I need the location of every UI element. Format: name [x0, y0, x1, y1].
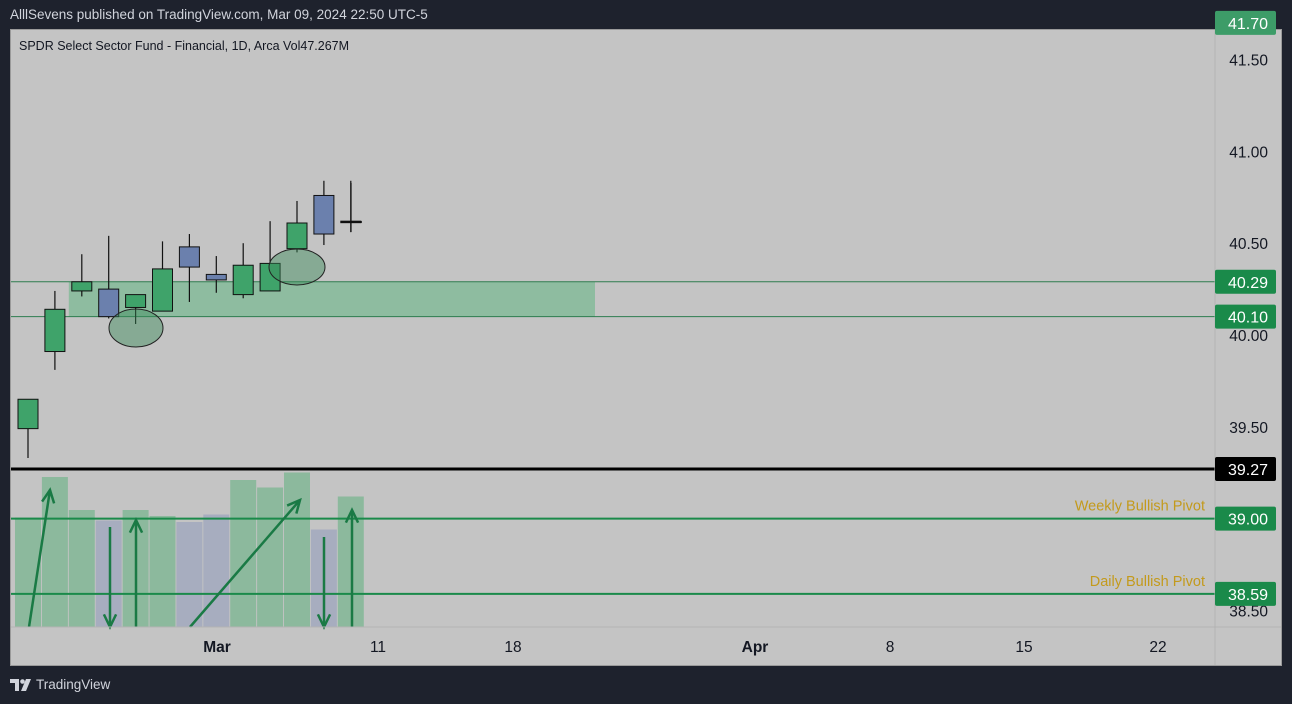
highlight-ellipse — [268, 248, 326, 286]
x-tick-label: Mar — [203, 639, 231, 656]
price-badge-label: 40.10 — [1228, 310, 1268, 327]
candle-body — [259, 262, 281, 292]
price-badge — [1215, 10, 1276, 35]
arrow-up — [27, 489, 52, 628]
x-tick-label: Apr — [742, 639, 769, 656]
x-tick-label: 18 — [504, 639, 521, 656]
price-badge-label: 40.29 — [1228, 275, 1268, 292]
candle-body — [152, 268, 173, 312]
arrow-up — [189, 499, 301, 628]
price-badge — [1215, 304, 1276, 329]
volume-bar — [257, 487, 284, 627]
arrow-up-head — [344, 507, 360, 524]
price-badge — [1215, 506, 1276, 531]
candle-body — [98, 288, 120, 318]
volume-bar — [203, 514, 230, 627]
y-tick-label: 40.00 — [1229, 328, 1268, 345]
volume-bar — [284, 472, 310, 627]
y-tick-label: 41.00 — [1229, 144, 1268, 161]
price-badge-label: 39.00 — [1228, 512, 1268, 529]
arrow-up-head — [286, 497, 302, 514]
candle-body — [232, 264, 254, 296]
publish-info: AlllSevens published on TradingView.com,… — [10, 7, 428, 22]
chart-title: SPDR Select Sector Fund - Financial, 1D,… — [19, 39, 349, 53]
volume-bar — [230, 480, 257, 627]
volume-bar — [41, 477, 68, 627]
price-badge — [1215, 581, 1276, 606]
footer: TradingView — [0, 668, 1292, 704]
price-badge-label: 38.59 — [1228, 587, 1268, 604]
y-tick-label: 39.50 — [1229, 420, 1268, 437]
tradingview-brand: TradingView — [36, 677, 111, 692]
arrow-up-head — [41, 487, 56, 504]
candle-body — [125, 294, 147, 308]
candle-body — [286, 222, 308, 250]
volume-bar — [95, 520, 122, 627]
volume-bar — [68, 510, 95, 627]
candle-body — [71, 281, 93, 292]
candle-body — [313, 194, 335, 235]
x-tick-label: 15 — [1015, 639, 1032, 656]
y-tick-label: 41.50 — [1229, 53, 1268, 70]
publish-header: AlllSevens published on TradingView.com,… — [0, 0, 1292, 30]
candle-body — [17, 398, 39, 430]
highlight-ellipse — [108, 308, 164, 348]
candle-body — [44, 308, 66, 353]
pivot-label: Weekly Bullish Pivot — [1075, 499, 1205, 515]
price-badge — [1215, 269, 1276, 294]
price-badge-label: 41.70 — [1228, 16, 1268, 33]
candle-body — [205, 273, 227, 281]
y-tick-label: 38.50 — [1229, 603, 1268, 620]
x-tick-label: 22 — [1149, 639, 1166, 656]
x-tick-label: 11 — [370, 639, 386, 656]
price-badge — [1215, 457, 1276, 482]
arrow-up-head — [128, 517, 144, 534]
candle-body — [178, 246, 200, 268]
x-tick-label: 8 — [886, 639, 895, 656]
volume-bar — [176, 522, 203, 627]
y-tick-label: 40.50 — [1229, 236, 1268, 253]
volume-bar — [149, 516, 176, 627]
price-badge-label: 39.27 — [1228, 462, 1268, 479]
tradingview-logo-icon — [10, 679, 31, 691]
pivot-label: Daily Bullish Pivot — [1090, 574, 1205, 590]
